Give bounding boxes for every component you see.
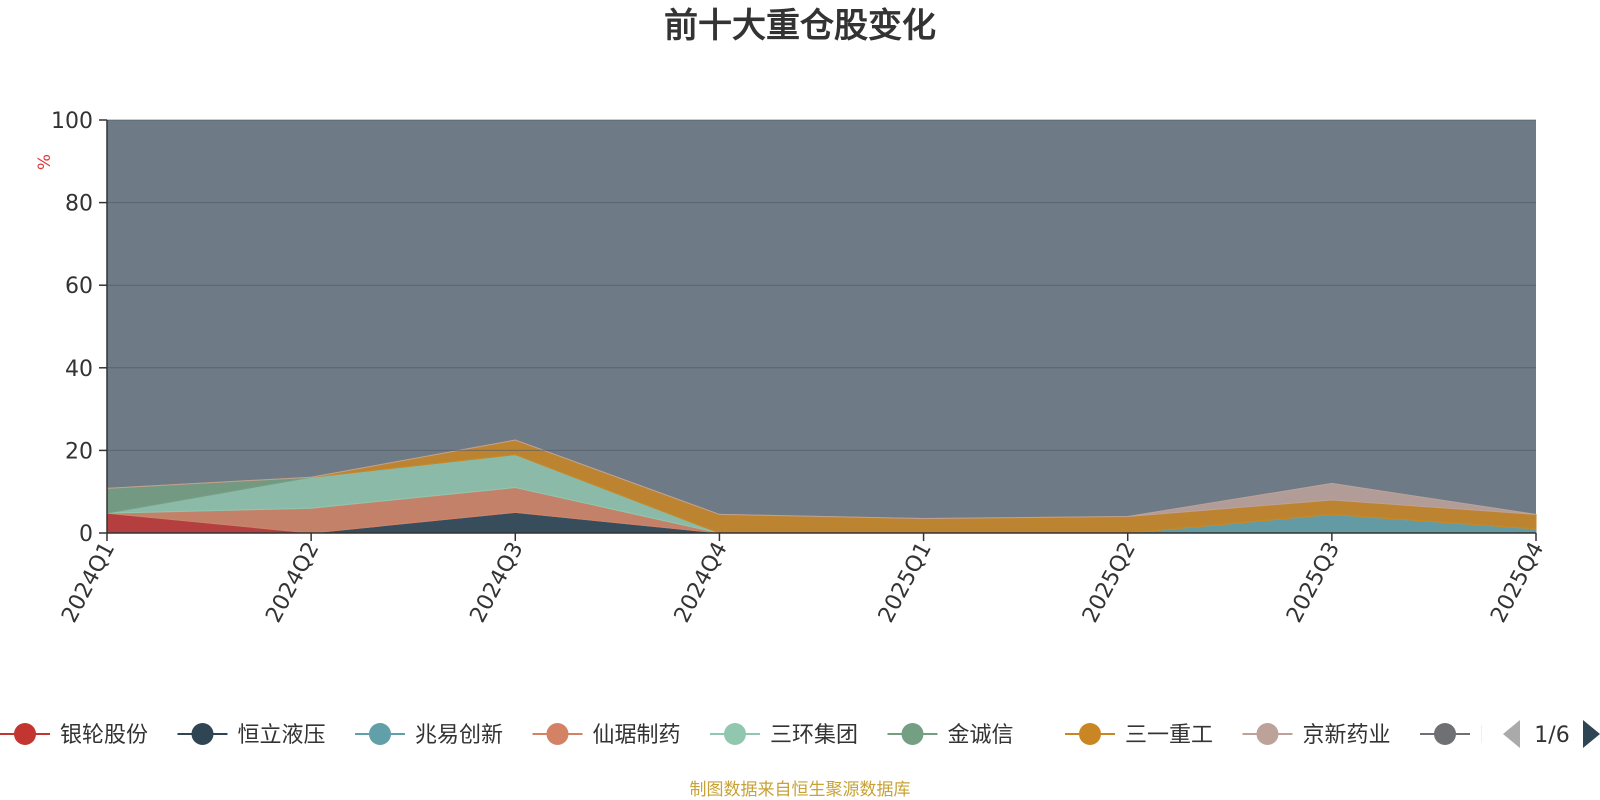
- area-series-7: [106, 439, 1537, 520]
- legend-item[interactable]: 银轮股份: [0, 723, 148, 748]
- legend-items: 银轮股份 恒立液压 兆易创新 仙琚制药 三环集团 金诚信 三一重工 京新药业 四方股份: [0, 723, 1568, 748]
- y-tick-label: 20: [65, 439, 93, 464]
- legend-item[interactable]: 三环集团: [710, 723, 858, 748]
- legend-marker: [14, 723, 36, 745]
- legend-label: 兆易创新: [415, 723, 503, 748]
- legend-page-indicator: 1/6: [1534, 723, 1569, 748]
- plot-area: [106, 120, 1537, 534]
- legend-marker: [724, 723, 746, 745]
- legend-item[interactable]: 兆易创新: [355, 723, 503, 748]
- legend-label: 三环集团: [770, 723, 858, 748]
- legend-label: 四方股份: [1480, 723, 1568, 748]
- x-tick-label: 2025Q4: [1486, 538, 1549, 627]
- y-tick-label: 80: [65, 192, 93, 217]
- legend-marker: [1434, 723, 1456, 745]
- legend-label: 京新药业: [1303, 723, 1391, 748]
- x-tick-label: 2024Q1: [57, 538, 120, 627]
- legend-item[interactable]: 仙琚制药: [532, 723, 681, 748]
- x-tick-label: 2024Q3: [466, 538, 529, 627]
- legend-item[interactable]: 恒立液压: [177, 723, 326, 748]
- source-note: 制图数据来自恒生聚源数据库: [690, 780, 911, 800]
- x-tick-label: 2024Q4: [670, 538, 733, 627]
- area-others: [107, 120, 1536, 533]
- chart-title: 前十大重仓股变化: [664, 6, 936, 46]
- legend-next-icon[interactable]: [1583, 720, 1600, 748]
- x-tick-label: 2025Q2: [1078, 538, 1141, 627]
- legend-marker: [546, 723, 569, 745]
- legend-item[interactable]: 金诚信: [887, 723, 1014, 748]
- y-axis-unit: %: [35, 154, 55, 170]
- y-tick-label: 100: [51, 109, 93, 134]
- legend-label: 三一重工: [1125, 723, 1213, 748]
- y-tick-label: 0: [79, 522, 93, 547]
- y-tick-label: 60: [65, 274, 93, 299]
- legend-item[interactable]: 京新药业: [1242, 723, 1391, 748]
- legend-marker: [901, 723, 924, 745]
- x-tick-label: 2025Q3: [1282, 538, 1345, 627]
- legend-label: 银轮股份: [60, 723, 148, 748]
- x-tick-label: 2025Q1: [874, 538, 937, 627]
- legend-label: 恒立液压: [238, 723, 326, 748]
- legend-item[interactable]: 三一重工: [1065, 723, 1213, 748]
- legend-prev-icon[interactable]: [1503, 720, 1520, 748]
- legend-item[interactable]: 四方股份: [1420, 723, 1568, 748]
- legend-marker: [191, 723, 214, 745]
- legend-marker: [1256, 723, 1279, 745]
- y-tick-label: 40: [65, 357, 93, 382]
- legend-marker: [369, 723, 391, 745]
- legend-label: 仙琚制药: [593, 723, 681, 748]
- legend-label: 金诚信: [948, 723, 1014, 748]
- legend-marker: [1079, 723, 1101, 745]
- x-tick-label: 2024Q2: [261, 538, 324, 627]
